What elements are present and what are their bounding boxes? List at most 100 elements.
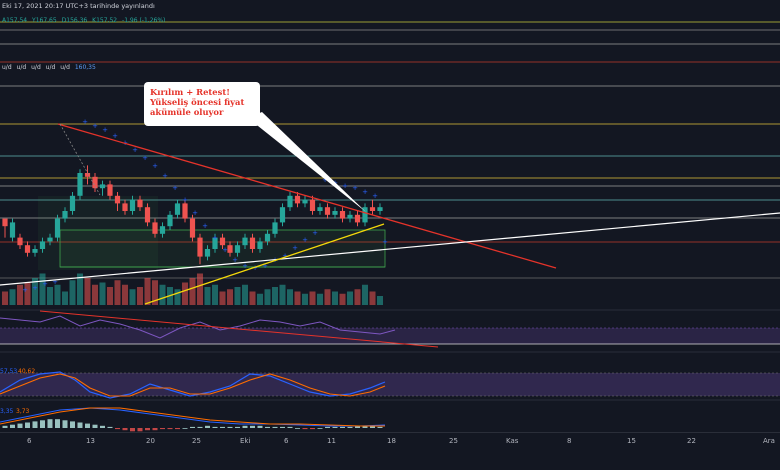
psar-dot: + bbox=[292, 244, 298, 252]
volume-bar bbox=[347, 291, 353, 305]
macd-histogram-bar bbox=[92, 424, 98, 428]
psar-dot: + bbox=[382, 238, 388, 246]
ohlc-open: A157,54 bbox=[2, 17, 28, 24]
candle-body bbox=[77, 173, 83, 196]
volume-bar bbox=[92, 284, 98, 305]
volume-bar bbox=[32, 278, 38, 305]
annotation-callout[interactable]: Kırılım + Retest! Yükseliş öncesi fiyat … bbox=[144, 82, 260, 126]
macd-histogram-bar bbox=[272, 426, 278, 428]
volume-bar bbox=[189, 278, 196, 305]
stoch-d-value: 40,62 bbox=[18, 368, 36, 375]
macd-histogram-bar bbox=[302, 428, 308, 430]
volume-bar bbox=[369, 291, 376, 305]
candle-body bbox=[234, 245, 241, 253]
macd-line bbox=[0, 407, 386, 427]
volume-bar bbox=[362, 284, 368, 305]
macd-histogram-bar bbox=[137, 428, 143, 432]
psar-dot: + bbox=[52, 278, 58, 286]
time-axis-label: 22 bbox=[687, 437, 696, 445]
candle-body bbox=[182, 203, 188, 219]
time-axis-label: 25 bbox=[192, 437, 201, 445]
candle-body bbox=[212, 237, 218, 249]
candle-body bbox=[294, 195, 301, 204]
volume-bar bbox=[17, 284, 23, 305]
volume-bar bbox=[309, 291, 316, 305]
ohlc-change: -1,96 (-1,26%) bbox=[122, 17, 166, 24]
candle-body bbox=[62, 211, 68, 219]
macd-histogram-bar bbox=[2, 425, 8, 428]
callout-pointer bbox=[248, 112, 366, 212]
macd-histogram-bar bbox=[295, 428, 300, 429]
macd-histogram-bar bbox=[115, 428, 120, 430]
macd-histogram-bar bbox=[325, 426, 330, 428]
psar-dot: + bbox=[352, 184, 358, 192]
volume-bar bbox=[377, 296, 383, 305]
volume-bar bbox=[54, 284, 61, 305]
volume-bar bbox=[212, 284, 218, 305]
volume-bar bbox=[122, 284, 128, 305]
psar-dot: + bbox=[372, 192, 378, 200]
macd-histogram-bar bbox=[55, 419, 60, 428]
macd-histogram-bar bbox=[167, 428, 173, 430]
volume-bar bbox=[242, 284, 248, 305]
candle-body bbox=[69, 195, 76, 211]
ma-label: u/d bbox=[2, 64, 12, 71]
ohlc-readout: A157,54 Y167,65 D156,36 K157,52 -1,96 (-… bbox=[2, 17, 168, 24]
volume-bar bbox=[62, 291, 68, 305]
candle-body bbox=[339, 211, 346, 219]
macd-histogram-bar bbox=[152, 428, 158, 431]
macd-histogram-bar bbox=[220, 426, 225, 428]
macd-value-a: 3,35 bbox=[0, 408, 14, 415]
time-axis-label: 11 bbox=[327, 437, 336, 445]
volume-bar bbox=[227, 289, 233, 305]
psar-dot: + bbox=[112, 132, 118, 140]
candle-body bbox=[174, 203, 181, 215]
time-axis-border bbox=[0, 432, 780, 433]
time-axis-label: 8 bbox=[567, 437, 572, 445]
psar-dot: + bbox=[222, 246, 228, 254]
candle-body bbox=[114, 195, 121, 204]
candle-body bbox=[197, 237, 203, 257]
volume-bar bbox=[302, 293, 308, 305]
candle-body bbox=[369, 207, 376, 211]
macd-histogram-bar bbox=[160, 428, 165, 430]
candle-body bbox=[264, 233, 271, 242]
psar-dot: + bbox=[182, 196, 188, 204]
volume-bar bbox=[152, 280, 158, 305]
rsi-divergence-line bbox=[39, 310, 439, 348]
candle-body bbox=[17, 237, 23, 246]
volume-bar bbox=[287, 289, 293, 305]
volume-bar bbox=[264, 289, 271, 305]
macd-histogram-bar bbox=[100, 425, 105, 428]
volume-bar bbox=[272, 287, 278, 305]
candle-body bbox=[219, 237, 226, 246]
candle-body bbox=[309, 199, 316, 211]
volume-bar bbox=[107, 287, 113, 305]
ma-legend: u/d u/d u/d u/d u/d 160,35 bbox=[2, 64, 96, 71]
candle-body bbox=[137, 199, 143, 208]
ohlc-close: K157,52 bbox=[92, 17, 118, 24]
time-axis-label: Ara bbox=[763, 437, 775, 445]
volume-bar bbox=[354, 289, 361, 305]
ohlc-high: Y167,65 bbox=[32, 17, 57, 24]
macd-histogram-bar bbox=[17, 423, 23, 428]
psar-dot: + bbox=[322, 176, 328, 184]
candle-body bbox=[152, 222, 158, 234]
macd-histogram-bar bbox=[227, 426, 233, 428]
stoch-band bbox=[0, 373, 780, 396]
macd-histogram-bar bbox=[47, 419, 53, 428]
candle-body bbox=[362, 207, 368, 223]
candle-body bbox=[47, 237, 53, 242]
psar-dot: + bbox=[102, 126, 108, 134]
macd-histogram-bar bbox=[355, 425, 360, 428]
psar-dot: + bbox=[302, 236, 308, 244]
macd-histogram-bar bbox=[317, 428, 323, 429]
candle-body bbox=[324, 207, 331, 215]
psar-dot: + bbox=[282, 252, 288, 260]
dashed-line bbox=[59, 123, 101, 196]
macd-signal-line bbox=[0, 407, 385, 427]
volume-bar bbox=[9, 289, 16, 305]
psar-dot: + bbox=[202, 222, 208, 230]
